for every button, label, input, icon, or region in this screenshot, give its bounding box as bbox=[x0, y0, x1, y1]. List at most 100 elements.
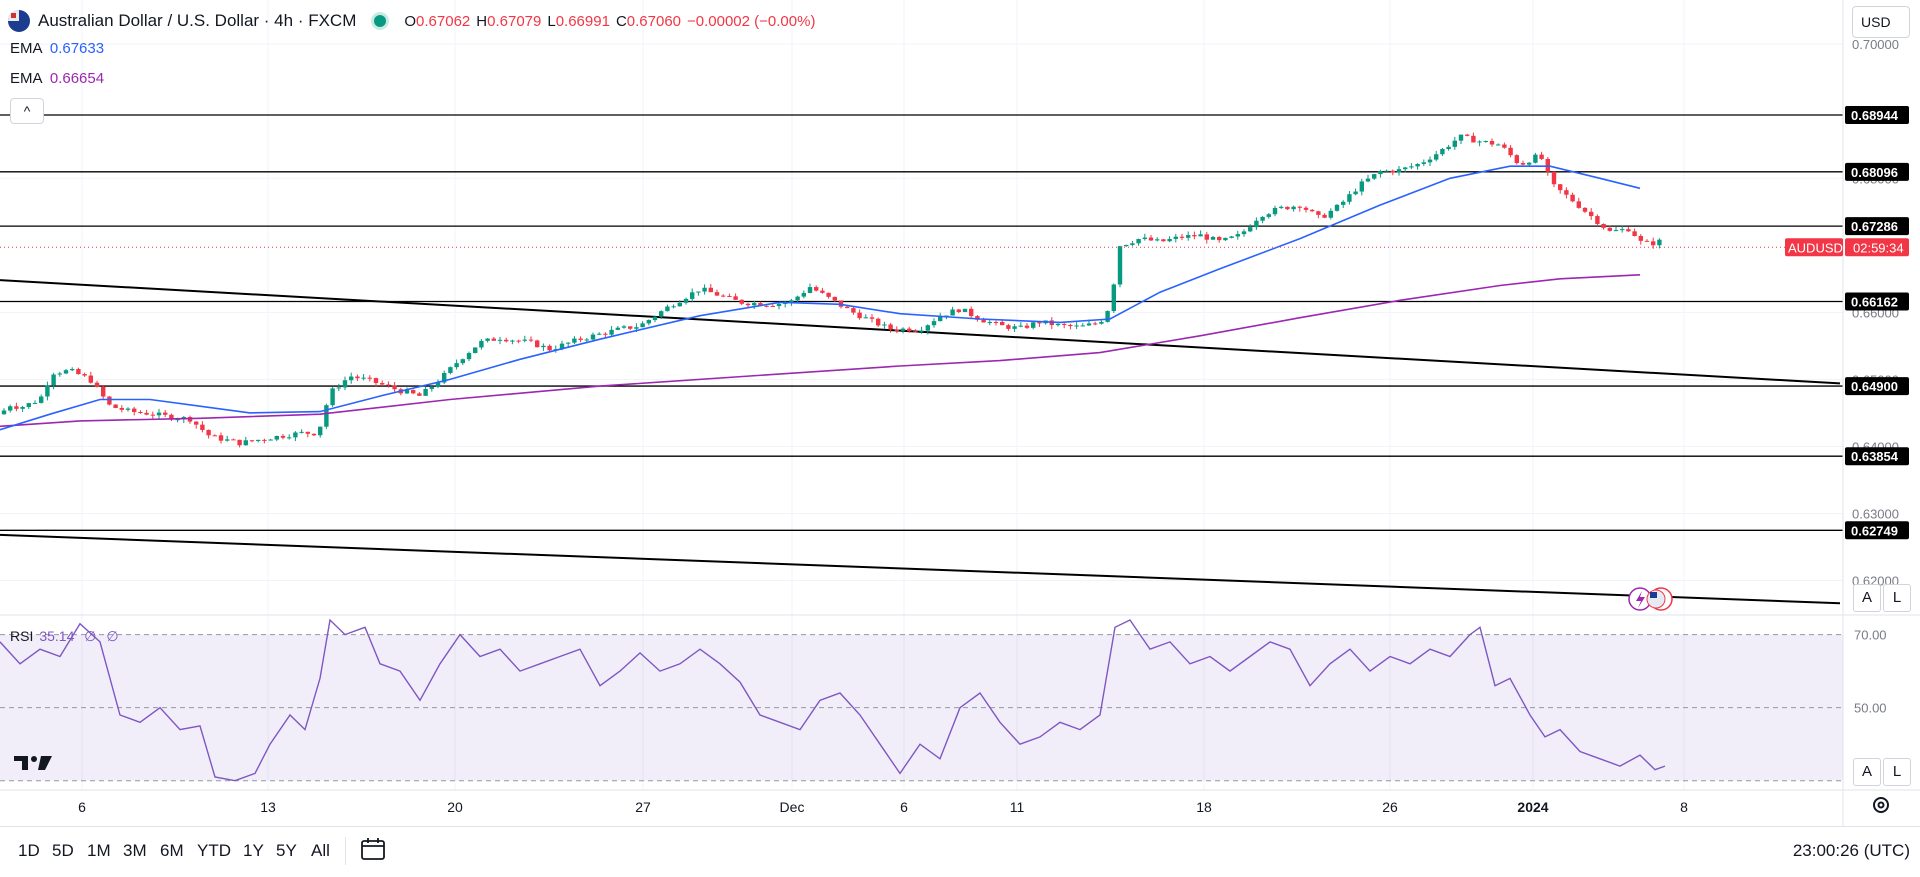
candle-body bbox=[931, 321, 937, 326]
candle-body bbox=[907, 328, 912, 332]
candle-body bbox=[237, 439, 242, 446]
candle-body bbox=[1117, 246, 1123, 285]
candle-body bbox=[1086, 323, 1092, 326]
candle-body bbox=[1390, 170, 1395, 173]
log-scale-button[interactable]: L bbox=[1883, 584, 1911, 612]
level-price-tags: 0.68944 0.68096 0.67286 0.66162 0.64900 0.638… bbox=[1845, 105, 1909, 540]
timeframe-6m[interactable]: 6M bbox=[160, 841, 184, 860]
auto-scale-button[interactable]: A bbox=[1853, 584, 1881, 612]
candle-body bbox=[770, 305, 775, 307]
rsi-tick-label: 70.00 bbox=[1854, 628, 1887, 643]
candle-body bbox=[863, 317, 868, 319]
candle-body bbox=[659, 311, 664, 317]
candle-body bbox=[448, 367, 453, 373]
candle-body bbox=[969, 308, 974, 317]
candle-body bbox=[417, 393, 422, 396]
timeframe-1d[interactable]: 1D bbox=[18, 841, 40, 860]
symbol-tag-box bbox=[1785, 238, 1843, 257]
event-icons[interactable] bbox=[1628, 587, 1673, 611]
level-tag: 0.67286 bbox=[1845, 217, 1909, 236]
candle-body bbox=[956, 309, 961, 312]
candle-body bbox=[101, 386, 106, 397]
candle-body bbox=[132, 408, 137, 413]
settings-gear-icon[interactable] bbox=[1870, 794, 1892, 816]
candle-body bbox=[535, 340, 540, 348]
collapse-legend-button[interactable]: ^ bbox=[10, 98, 44, 124]
candle-body bbox=[1024, 325, 1030, 328]
timeframe-3m[interactable]: 3M bbox=[123, 841, 147, 860]
timeframe-ytd[interactable]: YTD bbox=[197, 841, 231, 860]
candle-body bbox=[541, 345, 546, 348]
candle-body bbox=[1378, 171, 1383, 175]
candle-body bbox=[479, 340, 484, 348]
level-tag: 0.68944 bbox=[1845, 105, 1909, 124]
candle-body bbox=[845, 306, 850, 309]
candle-body bbox=[1558, 184, 1563, 191]
candle-body bbox=[342, 380, 348, 388]
candle-body bbox=[1446, 146, 1451, 150]
candle-body bbox=[8, 406, 13, 411]
rsi-log-scale-button[interactable]: L bbox=[1883, 758, 1911, 786]
currency-selector[interactable]: USD bbox=[1852, 6, 1910, 38]
time-tick-label: 11 bbox=[1010, 799, 1025, 815]
candle-body bbox=[913, 331, 918, 333]
candle-body bbox=[975, 316, 980, 320]
candle-body bbox=[1657, 239, 1662, 246]
candle-body bbox=[218, 435, 224, 441]
timeframe-all[interactable]: All bbox=[311, 841, 330, 860]
candle-body bbox=[1316, 211, 1321, 215]
candle-body bbox=[169, 414, 174, 420]
candle-body bbox=[1186, 235, 1191, 238]
candle-body bbox=[1161, 239, 1166, 242]
timeframe-1m[interactable]: 1M bbox=[87, 841, 111, 860]
ema-fast-legend[interactable]: EMA 0.67633 bbox=[10, 40, 104, 57]
candle-body bbox=[1254, 220, 1259, 228]
timeframe-5y[interactable]: 5Y bbox=[276, 841, 297, 860]
candle-body bbox=[311, 433, 317, 436]
market-status-icon[interactable] bbox=[374, 15, 387, 27]
candle-body bbox=[1502, 144, 1507, 148]
candle-body bbox=[1514, 155, 1519, 164]
symbol-title[interactable]: Australian Dollar / U.S. Dollar · 4h · F… bbox=[38, 11, 357, 30]
level-tag-text: 0.67286 bbox=[1851, 219, 1898, 234]
rsi-legend[interactable]: RSI 35.14 ∅ ∅ bbox=[10, 628, 119, 645]
bottom-toolbar: 1D 5D 1M 3M 6M YTD 1Y 5Y All 23:00:26 (U… bbox=[0, 826, 1920, 877]
candle-body bbox=[832, 296, 837, 301]
rsi-band-lines bbox=[0, 634, 1843, 782]
candle-body bbox=[94, 382, 100, 387]
candle-body bbox=[1229, 236, 1234, 238]
candle-body bbox=[138, 412, 143, 414]
candle-body bbox=[1471, 135, 1476, 143]
ema-fast-label: EMA bbox=[10, 40, 42, 57]
candle-body bbox=[559, 343, 565, 350]
candle-body bbox=[156, 412, 162, 416]
candle-body bbox=[1359, 181, 1364, 192]
candle-body bbox=[1210, 237, 1216, 240]
candle-body bbox=[1093, 323, 1098, 325]
ohlc-open: O0.67062 bbox=[404, 12, 471, 30]
lightning-glyph-icon bbox=[1636, 591, 1645, 608]
candle-body bbox=[473, 347, 478, 354]
level-tag: 0.64900 bbox=[1845, 377, 1909, 396]
rsi-auto-scale-button[interactable]: A bbox=[1853, 758, 1881, 786]
level-tag-box bbox=[1845, 292, 1909, 311]
ema-slow-legend[interactable]: EMA 0.66654 bbox=[10, 70, 104, 87]
level-tag: 0.68096 bbox=[1845, 162, 1909, 181]
date-range-calendar-icon[interactable] bbox=[360, 837, 386, 861]
candle-body bbox=[1527, 162, 1532, 165]
candle-body bbox=[330, 388, 335, 406]
tradingview-logo-icon[interactable] bbox=[14, 754, 54, 772]
rsi-value: 35.14 bbox=[39, 628, 75, 644]
countdown-tag-text: 02:59:34 bbox=[1853, 240, 1904, 255]
candle-body bbox=[380, 383, 385, 385]
timeframe-1y[interactable]: 1Y bbox=[243, 841, 264, 860]
candle-body bbox=[764, 305, 769, 307]
candle-body bbox=[200, 424, 205, 430]
utc-clock[interactable]: 23:00:26 (UTC) bbox=[1792, 841, 1910, 860]
candle-body bbox=[1322, 214, 1327, 218]
timeframe-5d[interactable]: 5D bbox=[52, 841, 74, 860]
candle-body bbox=[671, 306, 676, 308]
time-axis[interactable]: 6 13 20 27 Dec 6 11 18 26 2024 8 bbox=[78, 799, 1688, 815]
candle-body bbox=[1037, 322, 1042, 324]
